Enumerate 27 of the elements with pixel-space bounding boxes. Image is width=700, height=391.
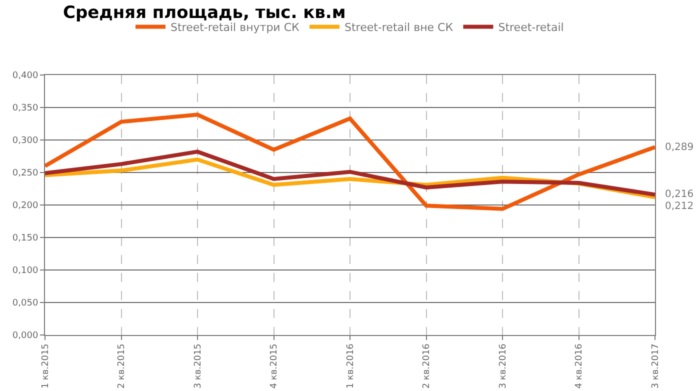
- x-tick-label: 4 кв.2016: [574, 343, 585, 389]
- data-label: 0,212: [665, 201, 694, 212]
- y-tick-label: 0,200: [12, 201, 38, 212]
- x-tick-label: 2 кв.2015: [117, 344, 128, 389]
- line-series: [45, 112, 655, 211]
- y-tick-label: 0,350: [12, 104, 38, 114]
- legend-label: Street-retail: [498, 20, 564, 34]
- data-label: 0,289: [665, 142, 694, 153]
- y-tick-label: 0,400: [12, 71, 38, 82]
- x-tick-label: 1 кв.2015: [40, 344, 51, 389]
- x-tick-label: 3 кв.2015: [193, 344, 204, 389]
- y-tick-label: 0,150: [12, 234, 38, 244]
- x-tick-label: 3 кв.2017: [650, 344, 661, 389]
- y-tick-label: 0,300: [12, 136, 38, 146]
- x-tick-label: 3 кв.2016: [498, 343, 508, 389]
- legend-label: Street-retail вне СК: [344, 20, 454, 34]
- y-tick-label: 0,100: [12, 266, 38, 276]
- y-tick-label: 0,050: [12, 298, 38, 309]
- y-tick-label: 0,000: [12, 331, 38, 342]
- x-tick-label: 4 кв.2015: [270, 344, 280, 389]
- x-tick-label: 1 кв.2016: [346, 343, 356, 389]
- legend-label: Street-retail внутри СК: [170, 20, 300, 34]
- chart-title: Средняя площадь, тыс. кв.м: [63, 2, 346, 23]
- y-tick-label: 0,250: [12, 168, 38, 179]
- line-series: [45, 150, 655, 197]
- data-label: 0,216: [665, 189, 694, 200]
- x-tick-label: 2 кв.2016: [422, 343, 432, 389]
